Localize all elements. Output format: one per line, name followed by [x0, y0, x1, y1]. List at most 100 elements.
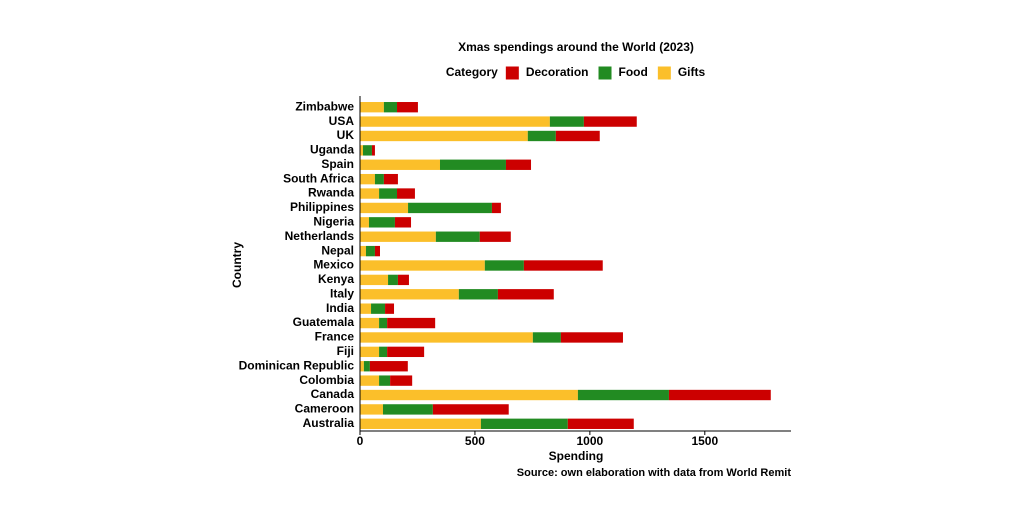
bar-segment	[360, 202, 409, 214]
bar-segment	[479, 231, 511, 242]
bar-segment	[360, 418, 481, 429]
bar-segment	[368, 217, 395, 228]
bar-segment	[360, 317, 380, 329]
bar-segment	[491, 202, 501, 214]
bar-segment	[360, 217, 369, 228]
bar-segment	[365, 245, 375, 257]
bar-segment	[383, 173, 398, 185]
bar-segment	[379, 375, 391, 386]
bar-segment	[397, 274, 409, 286]
bar-segment	[360, 389, 578, 401]
bar-segment	[527, 130, 556, 142]
y-tick-label: Rwanda	[308, 186, 354, 200]
y-tick-label: Philippines	[290, 200, 354, 214]
bar-segment	[362, 145, 372, 156]
bar-segment	[360, 188, 380, 199]
bar-segment	[360, 361, 364, 372]
y-tick-label: USA	[329, 114, 355, 128]
bar-segment	[505, 159, 532, 170]
y-axis-label: Country	[230, 242, 244, 288]
bar-segment	[360, 145, 363, 156]
y-tick-label: UK	[337, 128, 355, 142]
bar-segment	[583, 116, 637, 127]
chart-title: Xmas spendings around the World (2023)	[458, 40, 694, 54]
bar-segment	[432, 404, 509, 415]
bar-segment	[549, 116, 584, 127]
x-tick-label: 0	[357, 434, 364, 448]
bar-segment	[480, 418, 568, 429]
bar-segment	[397, 102, 418, 113]
y-tick-label: Colombia	[299, 373, 354, 387]
bar-segment	[532, 332, 561, 343]
y-tick-label: India	[326, 301, 354, 315]
legend-swatch	[505, 66, 519, 80]
bar-segment	[382, 404, 433, 415]
y-tick-label: Nepal	[321, 243, 354, 257]
bar-segment	[360, 130, 528, 142]
bar-segment	[439, 159, 506, 170]
x-axis-label: Spending	[549, 449, 604, 463]
y-tick-label: Mexico	[313, 258, 354, 272]
bar-segment	[497, 289, 554, 300]
bar-segment	[371, 303, 386, 314]
y-tick-label: Kenya	[318, 272, 354, 286]
bar-segment	[360, 245, 366, 257]
y-tick-label: Zimbabwe	[295, 99, 354, 113]
bar-segment	[668, 389, 771, 401]
bar-segment	[360, 375, 380, 386]
bar-segment	[360, 173, 375, 185]
caption: Source: own elaboration with data from W…	[517, 467, 792, 479]
bar-segment	[360, 231, 436, 242]
legend-label: Gifts	[678, 65, 706, 79]
bar-segment	[523, 260, 603, 271]
legend-title: Category	[446, 65, 498, 79]
x-tick-label: 500	[465, 434, 485, 448]
bar-segment	[374, 173, 384, 185]
bar-segment	[388, 274, 398, 286]
bar-segment	[369, 361, 408, 372]
bar-segment	[397, 188, 415, 199]
bar-segment	[360, 102, 384, 113]
bar-segment	[435, 231, 480, 242]
bar-segment	[379, 188, 398, 199]
bar-segment	[560, 332, 623, 343]
legend-label: Decoration	[526, 65, 589, 79]
bar-segment	[360, 346, 380, 358]
y-tick-label: Fiji	[337, 344, 354, 358]
legend-swatch	[598, 66, 612, 80]
bar-segment	[394, 217, 412, 228]
bar-segment	[390, 375, 413, 386]
legend-swatch	[657, 66, 671, 80]
y-tick-label: Netherlands	[285, 229, 355, 243]
y-tick-label: Canada	[311, 387, 355, 401]
bar-segment	[363, 361, 370, 372]
bar-segment	[484, 260, 524, 271]
y-tick-label: Spain	[321, 157, 354, 171]
y-tick-label: Uganda	[310, 143, 354, 157]
bar-segment	[387, 317, 436, 329]
y-tick-label: Cameroon	[295, 402, 354, 416]
bar-segment	[577, 389, 669, 401]
bar-segment	[371, 145, 375, 156]
bar-segment	[385, 303, 395, 314]
bar-segment	[555, 130, 600, 142]
bar-segment	[458, 289, 498, 300]
bar-segment	[387, 346, 425, 358]
bar-segment	[360, 274, 389, 286]
bar-segment	[360, 260, 485, 271]
bar-segment	[379, 317, 388, 329]
bar-segment	[379, 346, 388, 358]
bar-segment	[374, 245, 380, 257]
bar-segment	[360, 404, 383, 415]
bar-segment	[567, 418, 634, 429]
x-tick-label: 1000	[577, 434, 604, 448]
bar-segment	[360, 116, 550, 127]
bar-segment	[360, 332, 533, 343]
bar-segment	[360, 303, 372, 314]
legend-label: Food	[619, 65, 648, 79]
bar-segment	[360, 289, 459, 300]
y-tick-label: Nigeria	[313, 214, 354, 228]
bar-segment	[383, 102, 398, 113]
y-tick-label: Dominican Republic	[239, 358, 355, 372]
